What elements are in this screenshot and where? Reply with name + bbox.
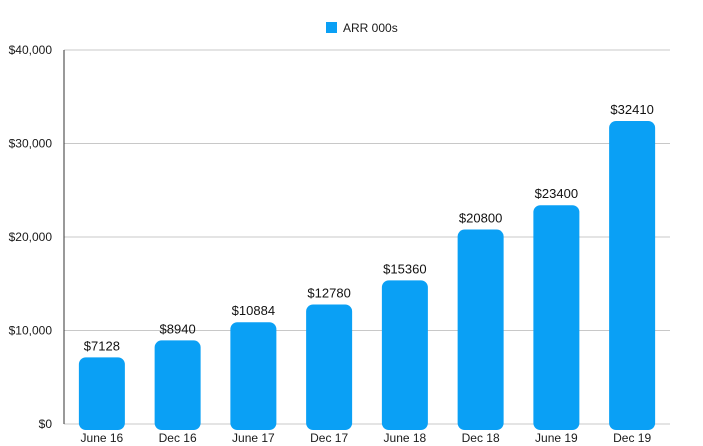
bar (533, 205, 580, 430)
y-axis-tick-labels: $0 $10,000 $20,000 $30,000 $40,000 (9, 43, 53, 431)
x-tick-label: Dec 17 (310, 431, 348, 445)
legend: ARR 000s (326, 21, 398, 35)
x-tick-label: Dec 16 (159, 431, 197, 445)
x-tick-label: June 19 (535, 431, 578, 445)
bar (381, 280, 428, 430)
bar-value-label: $15360 (383, 261, 426, 276)
x-tick-label: June 17 (232, 431, 275, 445)
x-tick-label: June 18 (384, 431, 427, 445)
y-tick-label: $0 (39, 417, 53, 431)
y-tick-label: $40,000 (9, 43, 53, 57)
x-tick-label: June 16 (81, 431, 124, 445)
y-tick-label: $10,000 (9, 324, 53, 338)
bar-value-label: $10884 (232, 303, 275, 318)
bars (78, 120, 656, 431)
bar (78, 357, 125, 430)
bar (230, 322, 277, 430)
bar (154, 340, 201, 430)
x-tick-label: Dec 19 (613, 431, 651, 445)
bar (306, 304, 353, 430)
bar (457, 229, 504, 430)
bar-value-label: $32410 (610, 102, 653, 117)
x-axis-tick-labels: June 16 Dec 16 June 17 Dec 17 June 18 Dec 18 J… (81, 431, 652, 445)
y-tick-label: $30,000 (9, 137, 53, 151)
bar-value-label: $20800 (459, 211, 502, 226)
bar (609, 120, 656, 431)
legend-swatch (326, 22, 337, 33)
x-tick-label: Dec 18 (462, 431, 500, 445)
data-labels: $7128 $8940 $10884 $12780 $15360 $20800 $23400… (84, 102, 654, 353)
bar-value-label: $12780 (307, 286, 350, 301)
bar-value-label: $23400 (535, 186, 578, 201)
legend-label: ARR 000s (343, 21, 398, 35)
bar-value-label: $7128 (84, 338, 120, 353)
y-tick-label: $20,000 (9, 230, 53, 244)
bar-value-label: $8940 (160, 321, 196, 336)
